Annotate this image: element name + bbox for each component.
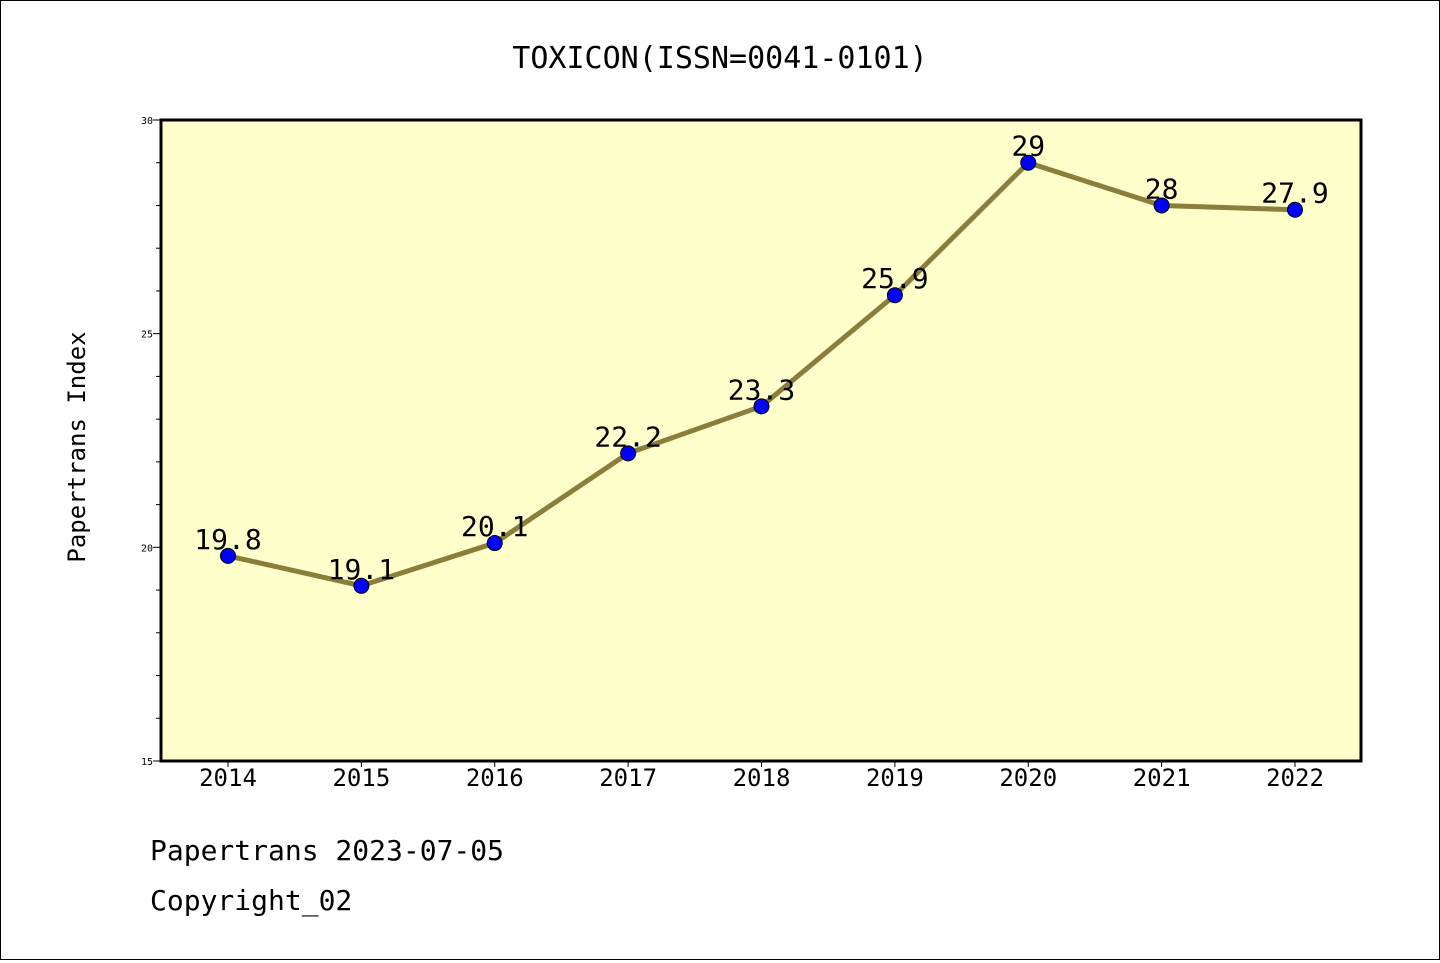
- x-tick-label: 2021: [1133, 764, 1191, 792]
- data-label: 22.2: [594, 420, 661, 453]
- y-axis-ticks: 15 20 25 30: [141, 116, 161, 768]
- data-point: [620, 445, 637, 462]
- x-tick-label: 2015: [332, 764, 390, 792]
- data-label: 25.9: [861, 262, 928, 295]
- series-group: 19.8 19.1 20.1 22.2 23.3 25.9 29 28 27.9: [194, 130, 1329, 594]
- data-point: [1020, 154, 1037, 171]
- chart-title: TOXICON(ISSN=0041-0101): [512, 41, 927, 76]
- data-label: 27.9: [1261, 177, 1328, 210]
- x-tick-label: 2016: [466, 764, 524, 792]
- plot-area: [159, 118, 1363, 763]
- x-tick-label: 2020: [999, 764, 1057, 792]
- x-tick-label: 2018: [733, 764, 791, 792]
- data-label: 29: [1011, 130, 1045, 163]
- y-axis-label: Papertrans Index: [63, 331, 91, 562]
- x-tick-label: 2014: [199, 764, 257, 792]
- footer-copyright: Copyright_02: [150, 884, 353, 917]
- data-label: 23.3: [728, 373, 795, 406]
- footer-date: Papertrans 2023-07-05: [150, 834, 505, 867]
- x-axis-ticks: 2014 2015 2016 2017 2018 2019 2020 2021 2022: [199, 761, 1324, 792]
- data-label: 19.1: [328, 553, 395, 586]
- data-point: [486, 535, 503, 552]
- y-tick-label: 25: [141, 330, 153, 341]
- x-tick-label: 2022: [1266, 764, 1324, 792]
- y-tick-label: 30: [141, 116, 153, 127]
- data-point: [220, 547, 236, 564]
- data-label: 28: [1145, 172, 1179, 205]
- data-point: [353, 577, 370, 594]
- data-point: [886, 287, 903, 304]
- data-label: 20.1: [461, 510, 528, 543]
- y-tick-label: 20: [141, 543, 153, 554]
- data-point: [753, 398, 770, 415]
- data-point: [1287, 201, 1303, 218]
- data-label: 19.8: [194, 523, 261, 556]
- x-tick-label: 2017: [599, 764, 657, 792]
- x-tick-label: 2019: [866, 764, 924, 792]
- y-tick-label: 15: [141, 757, 153, 768]
- data-point: [1153, 197, 1170, 214]
